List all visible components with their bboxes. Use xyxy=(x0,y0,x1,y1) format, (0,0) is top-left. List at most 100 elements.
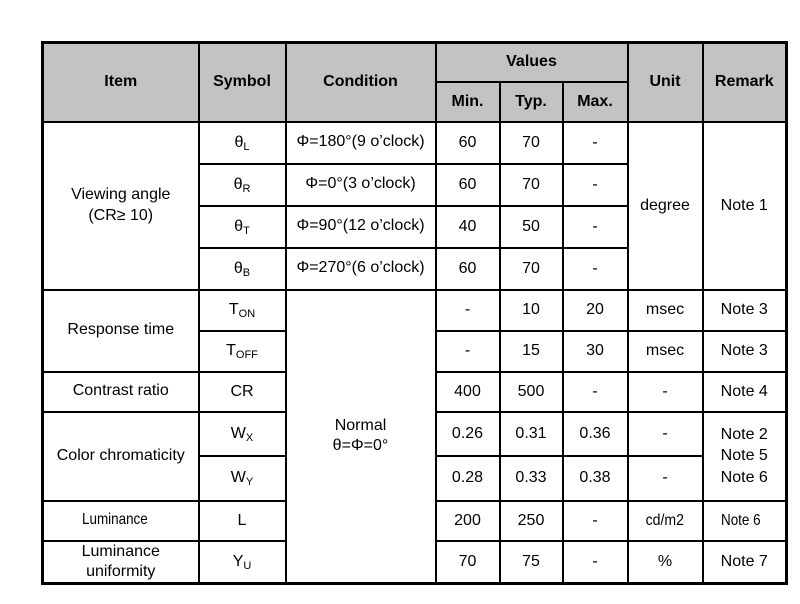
max-cell: - xyxy=(561,499,629,542)
remark-cell: Note 3 xyxy=(701,329,788,373)
item-cell-color-chromaticity: Color chromaticity xyxy=(41,410,200,502)
item-cell-contrast-ratio: Contrast ratio xyxy=(41,370,200,413)
symbol-cell: θT xyxy=(197,204,287,249)
condition-cell: Φ=0°(3 o’clock) xyxy=(284,162,437,207)
symbol-cell: L xyxy=(197,499,287,542)
min-cell: 70 xyxy=(434,539,501,585)
header-values: Values xyxy=(434,41,629,83)
header-unit: Unit xyxy=(626,41,704,123)
symbol-cell: CR xyxy=(197,370,287,413)
header-remark: Remark xyxy=(701,41,788,123)
remark-cell: Note 3 xyxy=(701,288,788,332)
max-cell: 0.36 xyxy=(561,410,629,457)
min-cell: 60 xyxy=(434,246,501,291)
typ-cell: 0.31 xyxy=(498,410,564,457)
item-cell-luminance-uniformity: Luminance uniformity xyxy=(41,539,200,585)
remark-cell: Note 4 xyxy=(701,370,788,413)
condition-cell: Φ=180°(9 o’clock) xyxy=(284,120,437,165)
max-cell: - xyxy=(561,370,629,413)
row-viewing-angle-R: θR Φ=0°(3 o’clock) 60 70 - xyxy=(43,162,787,207)
item-line: Viewing angle xyxy=(71,186,171,204)
min-cell: - xyxy=(434,288,501,332)
condition-line: Normal xyxy=(334,416,387,434)
row-contrast-ratio: Contrast ratio CR 400 500 - - Note 4 xyxy=(41,370,788,413)
max-cell: 0.38 xyxy=(561,454,629,502)
symbol-cell: θB xyxy=(197,246,287,291)
min-cell: - xyxy=(434,329,501,373)
typ-cell: 70 xyxy=(498,162,564,207)
header-item: Item xyxy=(41,41,200,123)
item-cell-viewing-angle: Viewing angle (CR≥ 10) xyxy=(41,120,200,291)
typ-cell: 15 xyxy=(498,329,564,373)
min-cell: 60 xyxy=(434,120,501,165)
header-min: Min. xyxy=(434,80,501,123)
unit-cell: - xyxy=(626,454,704,502)
unit-cell: msec xyxy=(626,329,704,373)
min-cell: 0.28 xyxy=(434,454,501,502)
max-cell: - xyxy=(561,246,629,291)
typ-cell: 0.33 xyxy=(498,454,564,502)
row-response-time-off: TOFF - 15 30 msec Note 3 xyxy=(43,329,788,373)
unit-cell: cd/m2 xyxy=(626,499,704,542)
header-condition: Condition xyxy=(284,41,437,123)
min-cell: 60 xyxy=(434,162,501,207)
symbol-cell: θR xyxy=(197,162,287,207)
symbol-cell: TON xyxy=(197,288,287,332)
symbol-cell: WX xyxy=(197,410,287,457)
symbol-cell: θL xyxy=(197,120,287,165)
unit-cell: - xyxy=(626,370,704,413)
row-luminance-uniformity: Luminance uniformity YU 70 75 - % Note 7 xyxy=(41,539,788,585)
remark-cell-color-chromaticity: Note 2 Note 5 Note 6 xyxy=(701,410,788,502)
row-chromaticity-wy: WY 0.28 0.33 0.38 - xyxy=(43,454,787,502)
max-cell: - xyxy=(561,204,629,249)
typ-cell: 70 xyxy=(498,246,564,291)
typ-cell: 75 xyxy=(498,539,564,585)
remark-line: Note 6 xyxy=(720,468,768,486)
symbol-cell: TOFF xyxy=(197,329,287,373)
row-viewing-angle-T: θT Φ=90°(12 o’clock) 40 50 - xyxy=(43,204,787,249)
condition-line: θ=Φ=0° xyxy=(332,437,389,455)
min-cell: 0.26 xyxy=(434,410,501,457)
unit-cell: - xyxy=(626,410,704,457)
unit-cell: msec xyxy=(626,288,704,332)
condition-cell: Φ=270°(6 o’clock) xyxy=(284,246,437,291)
row-luminance: Luminance L 200 250 - cd/m2 Note 6 xyxy=(41,499,788,542)
typ-cell: 250 xyxy=(498,499,564,542)
remark-line: Note 2 xyxy=(720,426,768,444)
unit-cell-viewing-angle: degree xyxy=(626,120,704,291)
max-cell: - xyxy=(561,162,629,207)
min-cell: 40 xyxy=(434,204,501,249)
remark-cell: Note 6 xyxy=(701,499,788,542)
symbol-cell: YU xyxy=(197,539,287,585)
min-cell: 400 xyxy=(434,370,501,413)
remark-cell: Note 7 xyxy=(701,539,788,585)
remark-cell-viewing-angle: Note 1 xyxy=(701,120,788,291)
remark-line: Note 5 xyxy=(720,447,768,465)
item-line: (CR≥ 10) xyxy=(88,206,154,224)
min-cell: 200 xyxy=(434,499,501,542)
spec-table: Item Symbol Condition Values Unit Remark… xyxy=(41,41,788,586)
header-typ: Typ. xyxy=(498,80,564,123)
row-viewing-angle-B: θB Φ=270°(6 o’clock) 60 70 - xyxy=(43,246,787,291)
condition-cell-normal: Normal θ=Φ=0° xyxy=(284,288,437,585)
max-cell: 20 xyxy=(561,288,629,332)
max-cell: - xyxy=(561,120,629,165)
header-max: Max. xyxy=(561,80,629,123)
max-cell: - xyxy=(561,539,629,585)
typ-cell: 50 xyxy=(498,204,564,249)
typ-cell: 500 xyxy=(498,370,564,413)
item-cell-luminance: Luminance xyxy=(41,499,200,542)
header-symbol: Symbol xyxy=(197,41,287,123)
max-cell: 30 xyxy=(561,329,629,373)
symbol-cell: WY xyxy=(197,454,287,502)
item-cell-response-time: Response time xyxy=(41,288,200,373)
condition-cell: Φ=90°(12 o’clock) xyxy=(284,204,437,249)
row-response-time-on: Response time TON Normal θ=Φ=0° - 10 20 … xyxy=(41,288,788,585)
row-chromaticity-wx: Color chromaticity WX 0.26 0.31 0.36 - N… xyxy=(41,410,788,502)
typ-cell: 70 xyxy=(498,120,564,165)
typ-cell: 10 xyxy=(498,288,564,332)
row-viewing-angle-L: Viewing angle (CR≥ 10) θL Φ=180°(9 o’clo… xyxy=(41,120,788,291)
item-line: Luminance xyxy=(81,542,160,560)
unit-cell: % xyxy=(626,539,704,585)
item-line: uniformity xyxy=(86,562,156,580)
